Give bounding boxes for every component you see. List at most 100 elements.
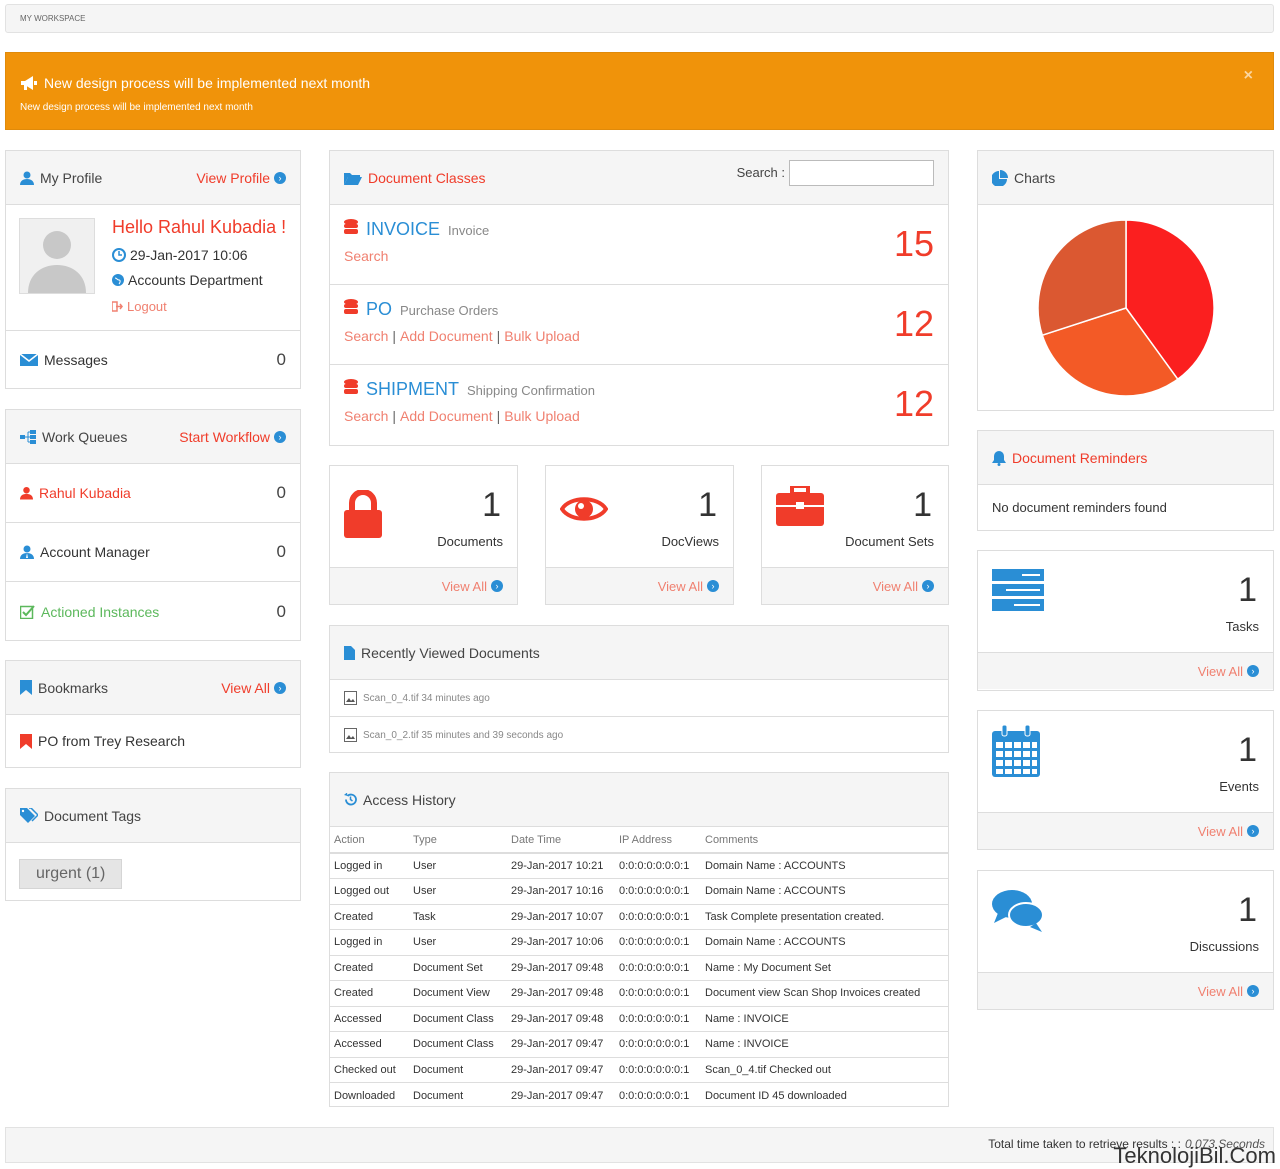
doc-class-po: PO Purchase Orders Search | Add Document | B… xyxy=(330,285,948,365)
stat-value: 1 xyxy=(698,486,717,524)
doc-class-search-link[interactable]: Search xyxy=(344,328,389,344)
history-row: Downloaded Document 29-Jan-2017 09:47 0:0:0… xyxy=(330,1083,948,1109)
events-view-all-link[interactable]: View All › xyxy=(978,813,1273,849)
pie-chart-icon xyxy=(992,169,1008,186)
arrow-circle-icon: › xyxy=(274,171,286,184)
queue-item-label: Account Manager xyxy=(40,544,150,560)
tag-chip[interactable]: urgent (1) xyxy=(19,859,123,889)
queue-item-actioned[interactable]: Actioned Instances 0 xyxy=(6,582,300,641)
reminders-header: Document Reminders xyxy=(978,431,1273,485)
history-table: Action Type Date Time IP Address Comment… xyxy=(330,827,948,1108)
history-type: User xyxy=(409,929,507,956)
clock-icon xyxy=(112,248,126,262)
reminders-empty-text: No document reminders found xyxy=(992,500,1167,515)
logout-link[interactable]: Logout xyxy=(112,299,167,314)
tasks-stat-panel: 1 Tasks View All › xyxy=(977,550,1274,691)
bookmark-label: PO from Trey Research xyxy=(38,733,186,749)
doc-class-shipment: SHIPMENT Shipping Confirmation Search | Ad… xyxy=(344,379,934,424)
documents-view-all-link[interactable]: View All › xyxy=(330,568,517,604)
recent-header: Recently Viewed Documents xyxy=(330,626,948,680)
view-all-label: View All xyxy=(1197,663,1243,679)
history-ip: 0:0:0:0:0:0:0:1 xyxy=(615,1031,701,1058)
doc-class-name[interactable]: INVOICE xyxy=(366,219,441,239)
bookmark-item[interactable]: PO from Trey Research xyxy=(6,715,300,767)
bulk-upload-link[interactable]: Bulk Upload xyxy=(504,408,580,424)
charts-header: Charts xyxy=(978,151,1273,205)
history-header: Access History xyxy=(330,773,948,827)
arrow-circle-icon: › xyxy=(274,681,286,694)
history-datetime: 29-Jan-2017 09:47 xyxy=(507,1031,615,1058)
pie-slice-2[interactable] xyxy=(1037,219,1127,337)
doc-class-search-link[interactable]: Search xyxy=(344,408,389,424)
history-icon xyxy=(344,793,357,806)
bookmarks-view-all-link[interactable]: View All › xyxy=(221,680,286,696)
tags-icon xyxy=(20,808,38,823)
add-document-link[interactable]: Add Document xyxy=(400,328,493,344)
view-all-label: View All xyxy=(1197,983,1243,999)
docviews-view-all-link[interactable]: View All › xyxy=(546,568,733,604)
history-header-row: Action Type Date Time IP Address Comment… xyxy=(330,827,948,854)
bookmarks-title: Bookmarks xyxy=(38,679,109,696)
tasks-view-all-link[interactable]: View All › xyxy=(978,653,1273,689)
history-action: Accessed xyxy=(330,1006,409,1032)
queue-item-rahul[interactable]: Rahul Kubadia 0 xyxy=(6,464,300,523)
pie-chart xyxy=(1037,219,1215,397)
recent-item[interactable]: Scan_0_2.tif 35 minutes and 39 seconds a… xyxy=(330,717,948,753)
stat-label: Tasks xyxy=(1225,619,1259,634)
announcement-alert: New design process will be implemented n… xyxy=(5,52,1274,130)
document-sets-view-all-link[interactable]: View All › xyxy=(762,568,948,604)
my-profile-panel: My Profile View Profile › Hello Rahul Kub… xyxy=(5,150,301,389)
history-action: Logged out xyxy=(330,878,409,905)
column-header: IP Address xyxy=(615,827,701,854)
stat-value: 1 xyxy=(482,486,501,524)
stat-label: Document Sets xyxy=(845,534,934,549)
charts-title: Charts xyxy=(1014,169,1056,186)
logout-label: Logout xyxy=(127,299,167,314)
documents-stat-panel: 1 Documents View All › xyxy=(329,465,518,605)
user-tie-icon xyxy=(20,545,34,559)
database-icon xyxy=(344,299,358,314)
profile-greeting: Hello Rahul Kubadia ! xyxy=(112,217,287,237)
tags-title: Document Tags xyxy=(44,807,142,824)
history-comment: Task Complete presentation created. xyxy=(701,904,948,930)
history-type: Document Class xyxy=(409,1031,507,1058)
history-action: Downloaded xyxy=(334,1089,396,1102)
stat-label: Discussions xyxy=(1189,939,1259,954)
alert-close-button[interactable]: × xyxy=(1243,67,1253,84)
messages-row[interactable]: Messages 0 xyxy=(6,331,300,388)
history-comment: Scan_0_4.tif Checked out xyxy=(701,1057,948,1083)
stat-value: 1 xyxy=(913,486,932,524)
history-comment: Domain Name : ACCOUNTS xyxy=(701,929,948,956)
history-ip: 0:0:0:0:0:0:0:1 xyxy=(615,853,701,879)
pie-slice-0[interactable] xyxy=(1125,219,1215,381)
breadcrumb[interactable]: MY WORKSPACE xyxy=(20,14,86,23)
doc-classes-search-input[interactable] xyxy=(789,159,934,186)
column-header: Type xyxy=(409,827,507,854)
avatar-placeholder-icon xyxy=(28,231,86,293)
work-queues-panel: Work Queues Start Workflow › Rahul Kubadi… xyxy=(5,409,301,641)
column-header: Comments xyxy=(701,827,948,854)
bulk-upload-link[interactable]: Bulk Upload xyxy=(504,328,580,344)
queue-item-count: 0 xyxy=(276,483,286,502)
recent-item[interactable]: Scan_0_4.tif 34 minutes ago xyxy=(330,680,948,717)
comments-icon xyxy=(992,890,1044,932)
history-ip: 0:0:0:0:0:0:0:1 xyxy=(615,929,701,956)
column-header: Date Time xyxy=(507,827,615,854)
arrow-circle-icon: › xyxy=(1247,665,1259,677)
document-classes-panel: Document Classes Search : INVOICE Invoic… xyxy=(329,150,949,446)
document-reminders-panel: Document Reminders No document reminders… xyxy=(977,430,1274,531)
history-action: Checked out xyxy=(330,1057,409,1083)
arrow-circle-icon: › xyxy=(707,580,719,592)
doc-class-name[interactable]: SHIPMENT xyxy=(366,379,460,399)
discussions-view-all-link[interactable]: View All › xyxy=(978,973,1273,1009)
history-comment: Name : INVOICE xyxy=(701,1031,948,1058)
recent-item-text: Scan_0_4.tif 34 minutes ago xyxy=(363,692,490,704)
doc-class-name[interactable]: PO xyxy=(366,299,393,319)
start-workflow-link[interactable]: Start Workflow › xyxy=(179,429,286,445)
view-profile-link[interactable]: View Profile › xyxy=(196,170,286,186)
doc-class-search-link[interactable]: Search xyxy=(344,248,389,264)
queue-item-account-manager[interactable]: Account Manager 0 xyxy=(6,523,300,582)
add-document-link[interactable]: Add Document xyxy=(400,408,493,424)
pie-slice-1[interactable] xyxy=(1041,307,1179,397)
doc-class-desc: Invoice xyxy=(448,223,490,238)
